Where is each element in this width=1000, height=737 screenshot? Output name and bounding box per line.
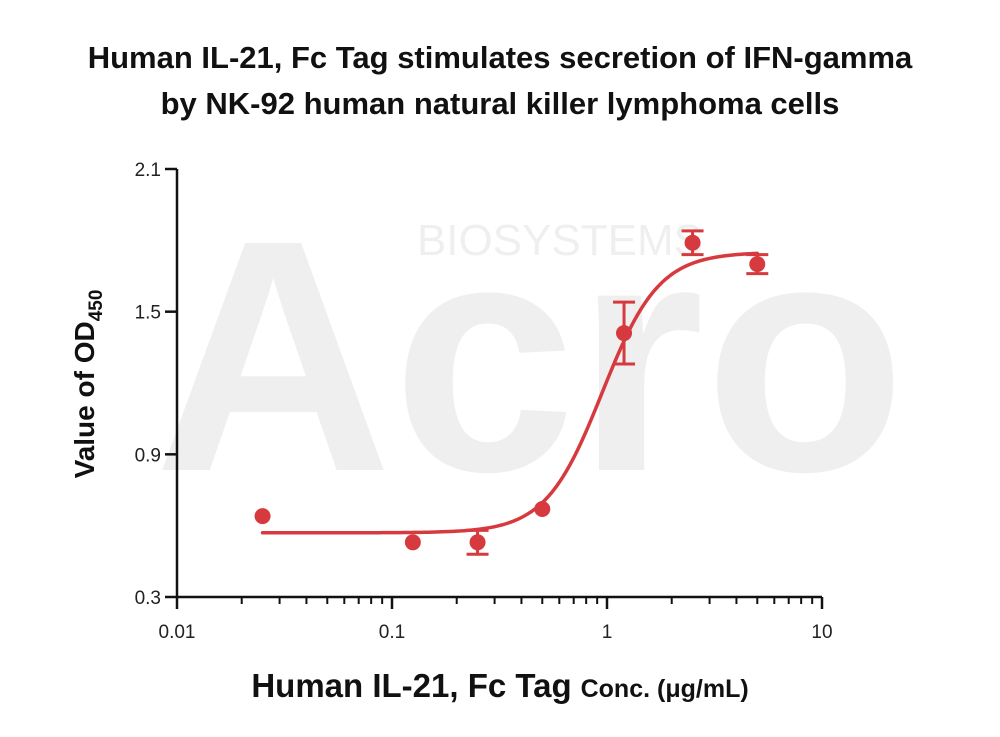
- watermark: Acro BIOSYSTEMS: [154, 171, 906, 540]
- y-tick-label: 0.9: [135, 445, 161, 466]
- x-tick-label: 0.1: [379, 622, 405, 643]
- watermark-logo: Acro: [154, 171, 906, 540]
- fit-curve: [260, 251, 760, 535]
- y-tick-label: 0.3: [135, 588, 161, 609]
- x-tick-label: 0.01: [159, 622, 196, 643]
- y-axis-title: Value of OD450: [69, 290, 107, 479]
- x-axis-title: Human IL-21, Fc Tag Conc. (μg/mL): [251, 667, 748, 704]
- x-axis-ticks: 0.01 0.1 1 10: [159, 597, 833, 643]
- data-point: [469, 534, 486, 551]
- data-point: [404, 534, 421, 551]
- chart-title-line-2: by NK-92 human natural killer lymphoma c…: [161, 86, 840, 121]
- x-tick-label: 10: [811, 622, 832, 643]
- y-tick-label: 2.1: [135, 160, 161, 181]
- y-tick-label: 1.5: [135, 303, 161, 324]
- y-axis-ticks: 0.3 0.9 1.5 2.1: [135, 160, 177, 609]
- x-tick-label: 1: [602, 622, 613, 643]
- data-point: [254, 508, 271, 525]
- data-point: [534, 501, 551, 518]
- y-axis-title-main: Value of OD: [69, 321, 100, 478]
- watermark-subtext: BIOSYSTEMS: [417, 216, 703, 265]
- y-axis-title-subscript: 450: [86, 290, 107, 322]
- x-axis-title-main: Human IL-21, Fc Tag: [251, 667, 571, 704]
- data-points: [254, 234, 766, 551]
- chart-title-line-1: Human IL-21, Fc Tag stimulates secretion…: [88, 40, 913, 75]
- data-point: [749, 256, 766, 273]
- x-axis-title-suffix: Conc. (μg/mL): [581, 675, 749, 703]
- data-point: [684, 234, 701, 251]
- data-point: [616, 325, 633, 342]
